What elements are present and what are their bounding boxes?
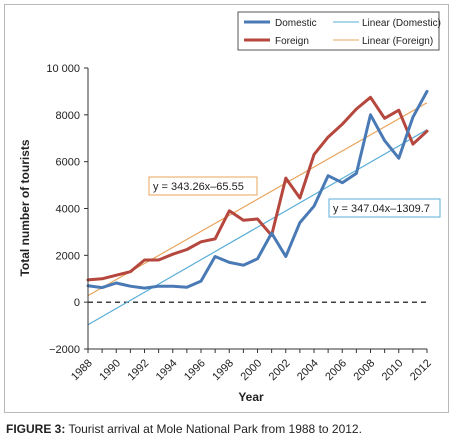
equation-domestic-box bbox=[328, 198, 441, 218]
equation-domestic: y = 347.04x–1309.7 bbox=[328, 198, 441, 218]
x-tick-label: 1998 bbox=[210, 357, 236, 383]
x-tick-label: 2006 bbox=[323, 357, 349, 383]
series-line-foreign bbox=[86, 95, 429, 282]
data-series bbox=[86, 89, 429, 290]
y-tick-label: 2000 bbox=[56, 250, 80, 262]
axes bbox=[84, 67, 428, 353]
x-tick-label: 1994 bbox=[154, 357, 180, 383]
legend: Domestic Linear (Domestic) Foreign Linea… bbox=[237, 11, 441, 51]
equation-domestic-text: y = 347.04x–1309.7 bbox=[333, 203, 430, 215]
equation-foreign: y = 343.26x–65.55 bbox=[148, 176, 258, 196]
figure-caption: FIGURE 3: Tourist arrival at Mole Nation… bbox=[6, 422, 362, 436]
y-tick-labels: −2000 0 2000 4000 6000 8000 10 000 bbox=[46, 63, 80, 356]
x-tick-label: 2010 bbox=[380, 357, 406, 383]
trendline-domestic bbox=[87, 129, 428, 326]
figure-caption-label: FIGURE 3: bbox=[6, 422, 66, 436]
equation-foreign-text: y = 343.26x–65.55 bbox=[153, 181, 244, 193]
x-axis-title: Year bbox=[238, 390, 264, 404]
x-tick-label: 2002 bbox=[267, 357, 293, 383]
y-tick-label: 10 000 bbox=[46, 63, 80, 75]
y-tick-label: 0 bbox=[74, 297, 80, 309]
series-line-domestic bbox=[86, 89, 429, 290]
x-tick-label: 2012 bbox=[408, 357, 434, 383]
x-tick-label: 1996 bbox=[182, 357, 208, 383]
x-tick-labels: 1988 1990 1992 1994 1996 1998 2000 2002 2004 2006… bbox=[69, 357, 434, 383]
x-tick-label: 2000 bbox=[238, 357, 264, 383]
legend-label-linear-domestic: Linear (Domestic) bbox=[362, 18, 441, 29]
x-tick-label: 1988 bbox=[69, 357, 95, 383]
legend-box bbox=[237, 11, 440, 51]
equation-foreign-box bbox=[148, 176, 258, 196]
y-tick-label: −2000 bbox=[49, 344, 80, 356]
y-tick-label: 4000 bbox=[56, 204, 80, 216]
trendlines bbox=[87, 102, 428, 326]
trendline-foreign bbox=[87, 102, 428, 297]
x-tick-label: 2004 bbox=[295, 357, 321, 383]
figure-caption-text: Tourist arrival at Mole National Park fr… bbox=[65, 422, 362, 436]
y-axis-title: Total number of tourists bbox=[18, 139, 32, 276]
y-tick-label: 8000 bbox=[56, 110, 80, 122]
x-tick-label: 1992 bbox=[125, 357, 151, 383]
legend-label-domestic: Domestic bbox=[275, 18, 317, 29]
y-tick-label: 6000 bbox=[56, 157, 80, 169]
x-tick-label: 1990 bbox=[97, 357, 123, 383]
legend-label-foreign: Foreign bbox=[275, 36, 309, 47]
legend-label-linear-foreign: Linear (Foreign) bbox=[362, 36, 433, 47]
x-tick-label: 2008 bbox=[351, 357, 377, 383]
